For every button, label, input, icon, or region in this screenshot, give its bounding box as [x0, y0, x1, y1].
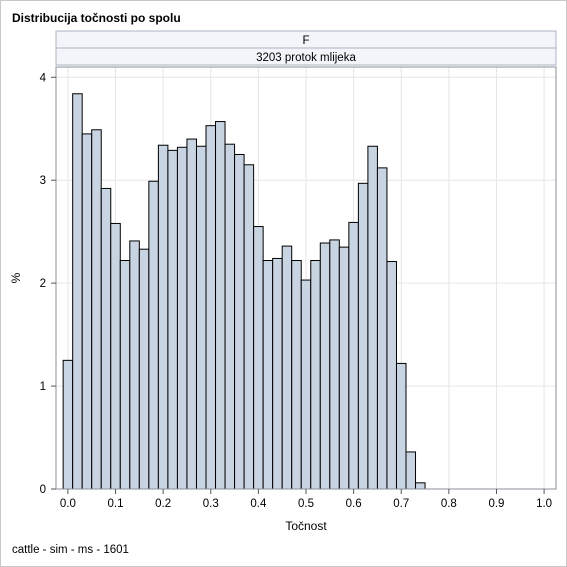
histogram-bar — [348, 221, 359, 490]
histogram-bar — [234, 153, 245, 490]
histogram-bar — [357, 182, 369, 490]
x-tick-label: 0.3 — [203, 498, 219, 510]
histogram-bar — [167, 149, 178, 490]
y-tick-label: 4 — [40, 72, 47, 84]
histogram-bar — [138, 248, 150, 490]
footnote: cattle - sim - ms - 1601 — [12, 544, 129, 556]
histogram-bar — [367, 145, 378, 490]
histogram-bar — [176, 146, 188, 490]
x-tick-label: 0.2 — [155, 498, 171, 510]
axes: 0.0 0.1 0.2 0.3 0.4 0.5 0.6 0.7 0.8 0.9 1.0 0 1 2 3 4 — [40, 66, 557, 510]
histogram-bar — [329, 239, 340, 490]
histogram-bar — [110, 222, 121, 490]
histogram-bar — [272, 257, 283, 490]
histogram-bar — [395, 362, 407, 490]
panel-strips: F 3203 protok mlijeka — [55, 30, 557, 66]
x-tick-label: 1.0 — [536, 498, 552, 510]
chart-title: Distribucija točnosti po spolu — [12, 11, 181, 25]
histogram-bar — [186, 138, 197, 490]
y-tick-label: 1 — [40, 381, 46, 393]
histogram-bar — [300, 279, 312, 490]
histogram-bar — [224, 143, 236, 490]
histogram-bar — [195, 145, 207, 490]
histogram-bar — [376, 167, 388, 490]
histogram-bar — [129, 240, 140, 490]
x-tick-label: 0.5 — [298, 498, 314, 510]
y-tick-label: 2 — [40, 278, 46, 290]
x-tick-label: 0.6 — [346, 498, 362, 510]
panel-label-2: 3203 protok mlijeka — [256, 52, 356, 64]
histogram-bar — [72, 93, 83, 490]
y-tick-label: 3 — [40, 175, 46, 187]
histogram-bar — [62, 359, 74, 490]
panel-label-1: F — [302, 35, 309, 47]
histogram-bar — [205, 125, 217, 490]
histogram-bar — [405, 451, 417, 490]
y-tick-label: 0 — [40, 484, 46, 496]
x-tick-label: 0.7 — [393, 498, 409, 510]
histogram-bar — [291, 260, 302, 490]
histogram-bar — [81, 133, 93, 490]
histogram-bar — [157, 144, 169, 490]
histogram-bar — [215, 121, 226, 490]
y-axis-label: % — [9, 272, 23, 283]
histogram-bar — [310, 260, 321, 490]
x-tick-label: 0.4 — [250, 498, 267, 510]
histogram-bar — [386, 261, 397, 490]
histogram-bar — [243, 164, 255, 490]
histogram-bar — [119, 260, 131, 490]
x-tick-label: 0.1 — [108, 498, 124, 510]
histogram-bar — [253, 226, 264, 490]
x-tick-label: 0.8 — [441, 498, 457, 510]
x-tick-label: 0.9 — [488, 498, 504, 510]
x-tick-label: 0.0 — [60, 498, 76, 510]
panel-strip-2 — [55, 47, 557, 66]
histogram-bar — [415, 482, 426, 490]
histogram-bar — [338, 246, 350, 490]
histogram-bar — [281, 245, 293, 490]
histogram-bars — [62, 93, 426, 490]
histogram-bar — [262, 260, 274, 490]
histogram-bar — [319, 242, 331, 490]
x-axis-label: Točnost — [285, 519, 327, 533]
histogram-bar — [91, 129, 102, 490]
histogram-bar — [148, 180, 159, 490]
histogram-bar — [100, 187, 112, 490]
